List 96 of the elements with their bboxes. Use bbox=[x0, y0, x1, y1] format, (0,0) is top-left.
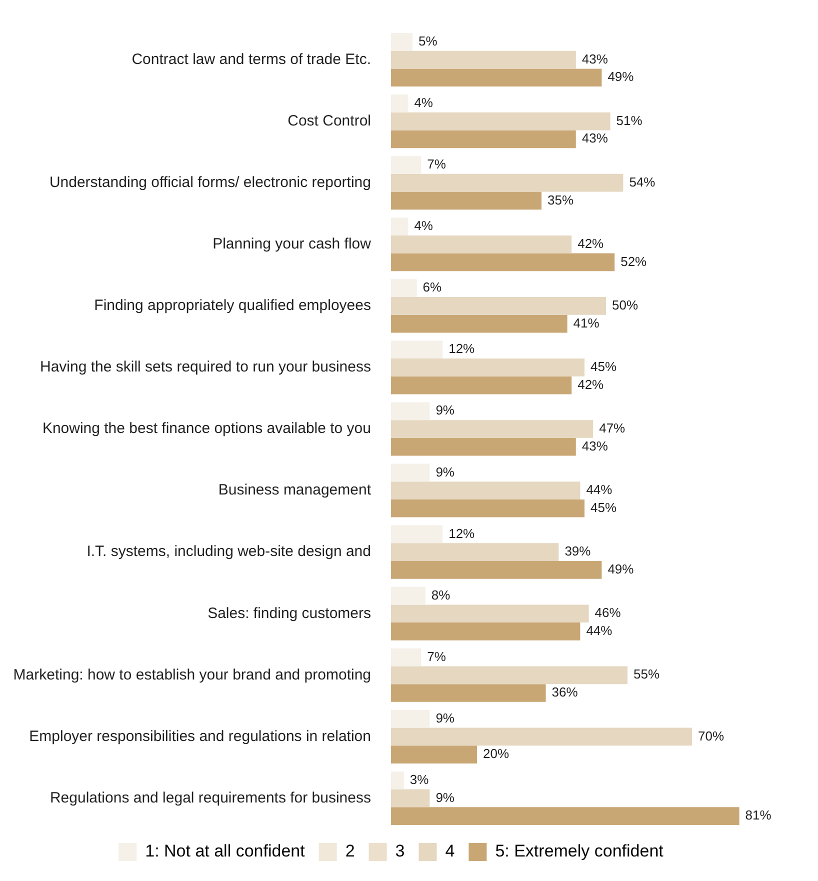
y-tick-label: Sales: finding customers bbox=[208, 604, 371, 622]
bar bbox=[391, 561, 602, 579]
legend-label: 4 bbox=[445, 842, 455, 861]
data-label: 46% bbox=[594, 605, 622, 620]
y-tick-label: Marketing: how to establish your brand and promoting bbox=[13, 666, 371, 684]
data-label: 42% bbox=[578, 376, 604, 392]
bar bbox=[391, 666, 628, 684]
data-label: 52% bbox=[620, 254, 648, 269]
bar bbox=[391, 622, 580, 640]
legend-label: 5: Extremely confident bbox=[495, 842, 664, 861]
data-label: 81% bbox=[745, 808, 772, 823]
data-label: 8% bbox=[431, 587, 451, 602]
data-label: 42% bbox=[578, 236, 604, 251]
bar bbox=[391, 376, 572, 394]
bar bbox=[391, 464, 430, 482]
bar bbox=[391, 94, 408, 112]
data-label: 43% bbox=[582, 438, 608, 454]
bar bbox=[391, 604, 589, 623]
bar bbox=[391, 112, 610, 130]
data-label: 6% bbox=[422, 280, 442, 295]
data-label: 45% bbox=[590, 500, 617, 515]
y-tick-label: Planning your cash flow bbox=[212, 236, 372, 253]
legend-label: 2 bbox=[345, 842, 355, 861]
legend-label: 3 bbox=[395, 842, 405, 861]
data-label: 35% bbox=[548, 192, 574, 208]
data-label: 51% bbox=[616, 112, 643, 128]
data-label: 43% bbox=[582, 51, 608, 66]
bar bbox=[391, 684, 546, 702]
data-label: 44% bbox=[586, 623, 613, 638]
bar bbox=[391, 314, 568, 333]
bar bbox=[391, 438, 576, 456]
bar bbox=[391, 807, 740, 825]
bar bbox=[391, 710, 430, 728]
bar bbox=[391, 499, 584, 518]
data-label: 4% bbox=[414, 95, 434, 110]
legend-label: 1: Not at all confident bbox=[145, 842, 306, 861]
data-label: 44% bbox=[586, 482, 613, 498]
bar bbox=[391, 192, 542, 210]
bar bbox=[391, 130, 576, 148]
data-label: 7% bbox=[427, 156, 446, 172]
y-tick-label: Knowing the best finance options available to you bbox=[42, 420, 371, 438]
data-label: 54% bbox=[629, 174, 656, 190]
y-tick-label: Understanding official forms/ electronic reporting bbox=[49, 174, 371, 191]
data-label: 9% bbox=[436, 402, 455, 418]
bar bbox=[391, 402, 430, 420]
data-label: 45% bbox=[590, 359, 617, 374]
bar bbox=[391, 525, 443, 544]
data-label: 9% bbox=[436, 790, 455, 805]
bar bbox=[391, 50, 576, 69]
data-label: 20% bbox=[483, 746, 510, 762]
bar bbox=[391, 586, 426, 605]
data-label: 5% bbox=[418, 34, 438, 48]
bar bbox=[391, 482, 580, 500]
y-tick-label: Employer responsibilities and regulations in relation bbox=[29, 728, 371, 745]
data-label: 47% bbox=[599, 420, 626, 436]
bar bbox=[391, 648, 422, 666]
y-tick-label: Business management bbox=[218, 482, 372, 499]
bar bbox=[391, 771, 404, 790]
bar bbox=[391, 218, 408, 236]
data-label: 9% bbox=[436, 464, 455, 480]
bar bbox=[391, 297, 606, 315]
data-label: 55% bbox=[634, 666, 660, 682]
data-label: 50% bbox=[612, 298, 638, 312]
data-label: 4% bbox=[414, 218, 434, 234]
y-tick-label: Finding appropriately qualified employees bbox=[94, 297, 371, 314]
data-label: 43% bbox=[582, 130, 608, 146]
data-label: 12% bbox=[448, 341, 476, 356]
y-tick-label: Regulations and legal requirements for business bbox=[50, 789, 371, 806]
data-label: 36% bbox=[552, 684, 578, 700]
data-label: 39% bbox=[564, 544, 592, 559]
bar bbox=[391, 358, 584, 376]
bar bbox=[391, 235, 572, 254]
y-tick-label: Contract law and terms of trade Etc. bbox=[132, 50, 371, 68]
bar bbox=[391, 728, 692, 746]
data-label: 7% bbox=[427, 648, 446, 664]
bar bbox=[391, 746, 477, 764]
bar bbox=[391, 156, 422, 174]
data-label: 3% bbox=[410, 772, 430, 787]
data-label: 9% bbox=[436, 710, 455, 726]
data-label: 49% bbox=[608, 69, 634, 84]
bar bbox=[391, 253, 615, 272]
data-label: 12% bbox=[448, 526, 476, 541]
bar bbox=[391, 543, 559, 561]
bar bbox=[391, 68, 602, 87]
data-label: 41% bbox=[573, 315, 600, 330]
y-tick-label: Cost Control bbox=[288, 112, 371, 130]
bar bbox=[391, 279, 417, 297]
bar bbox=[391, 174, 624, 192]
data-label: 49% bbox=[608, 562, 634, 576]
y-tick-label: Having the skill sets required to run your business bbox=[40, 358, 371, 376]
bar bbox=[391, 340, 443, 359]
y-tick-label: I.T. systems, including web-site design and bbox=[86, 543, 371, 560]
bar bbox=[391, 789, 430, 808]
bar bbox=[391, 33, 412, 51]
data-label: 70% bbox=[698, 728, 724, 744]
bar bbox=[391, 420, 594, 438]
